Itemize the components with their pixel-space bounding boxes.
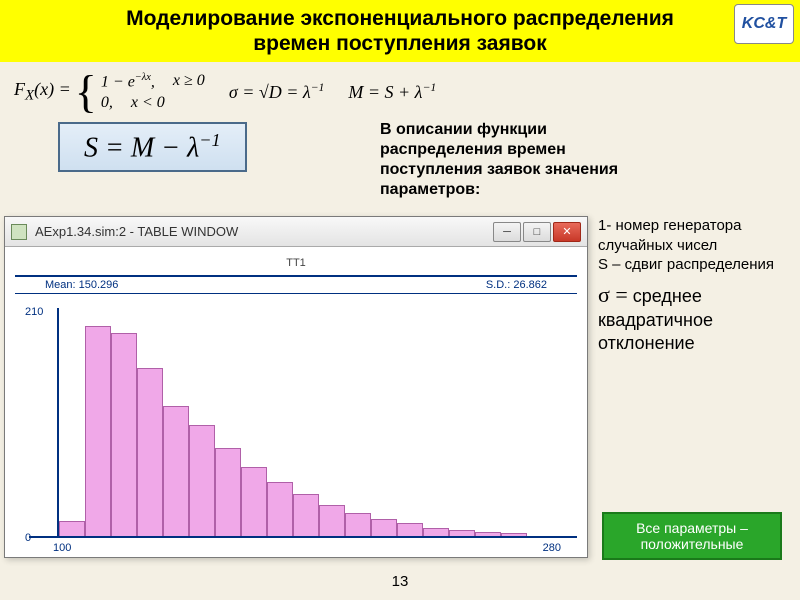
description-text: В описании функции распределения времен …	[380, 120, 620, 200]
histogram-bar	[319, 505, 345, 536]
x-axis-min: 100	[53, 542, 71, 554]
histogram-plot: 210 0 100 280	[57, 308, 551, 538]
histogram-bar	[111, 333, 137, 536]
logo-badge: KC&T	[734, 4, 794, 44]
boxed-formula: S = M − λ−1	[58, 122, 247, 172]
histogram-bar	[371, 519, 397, 536]
x-axis-max: 280	[543, 542, 561, 554]
histogram-bar	[241, 467, 267, 536]
histogram-bar	[267, 482, 293, 536]
histogram-bar	[345, 513, 371, 536]
histogram-bar	[137, 368, 163, 536]
y-axis-min: 0	[25, 532, 31, 544]
formula-m: M = S + λ−1	[348, 81, 436, 103]
formula-sigma: σ = √D = λ−1	[229, 81, 325, 103]
param-s: S – сдвиг распределения	[598, 255, 794, 275]
minimize-button[interactable]: ─	[493, 222, 521, 242]
page-title: Моделирование экспоненциального распреде…	[10, 6, 790, 56]
stat-row: Mean: 150.296 S.D.: 26.862	[15, 275, 577, 294]
table-window: AExp1.34.sim:2 - TABLE WINDOW ─ □ ✕ TT1 …	[4, 216, 588, 558]
histogram-bar	[163, 406, 189, 536]
title-bar: Моделирование экспоненциального распреде…	[0, 0, 800, 62]
histogram-bar	[397, 523, 423, 536]
histogram-bar	[59, 521, 85, 536]
maximize-button[interactable]: □	[523, 222, 551, 242]
chart-title: TT1	[15, 257, 577, 269]
close-button[interactable]: ✕	[553, 222, 581, 242]
sd-stat: S.D.: 26.862	[486, 279, 547, 291]
param-sigma: σ = среднее квадратичное отклонение	[598, 281, 794, 356]
all-params-positive-note: Все параметры – положительные	[602, 512, 782, 560]
y-axis-max: 210	[25, 306, 43, 318]
title-line-1: Моделирование экспоненциального распреде…	[126, 7, 674, 30]
title-line-2: времен поступления заявок	[253, 32, 546, 55]
parameter-list: 1- номер генератора случайных чисел S – …	[598, 216, 794, 356]
histogram-bar	[189, 425, 215, 536]
formula-fx: FX(x) = { 1 − e−λx, x ≥ 0 0, x < 0	[14, 72, 205, 111]
histogram-bar	[293, 494, 319, 536]
x-axis-line	[29, 536, 577, 538]
histogram-bar	[215, 448, 241, 536]
window-icon	[11, 224, 27, 240]
histogram-bar	[85, 326, 111, 536]
logo-text: KC&T	[742, 15, 786, 33]
window-titlebar[interactable]: AExp1.34.sim:2 - TABLE WINDOW ─ □ ✕	[5, 217, 587, 247]
param-1: 1- номер генератора случайных чисел	[598, 216, 794, 255]
window-title: AExp1.34.sim:2 - TABLE WINDOW	[35, 224, 485, 239]
histogram-bars	[59, 326, 527, 536]
window-buttons: ─ □ ✕	[493, 222, 581, 242]
page-number: 13	[392, 573, 409, 590]
formula-row: FX(x) = { 1 − e−λx, x ≥ 0 0, x < 0 σ = √…	[0, 62, 800, 117]
histogram-bar	[423, 528, 449, 536]
brace-icon: {	[75, 74, 97, 111]
chart-area: TT1 Mean: 150.296 S.D.: 26.862 210 0 100…	[5, 247, 587, 552]
mean-stat: Mean: 150.296	[45, 279, 118, 291]
